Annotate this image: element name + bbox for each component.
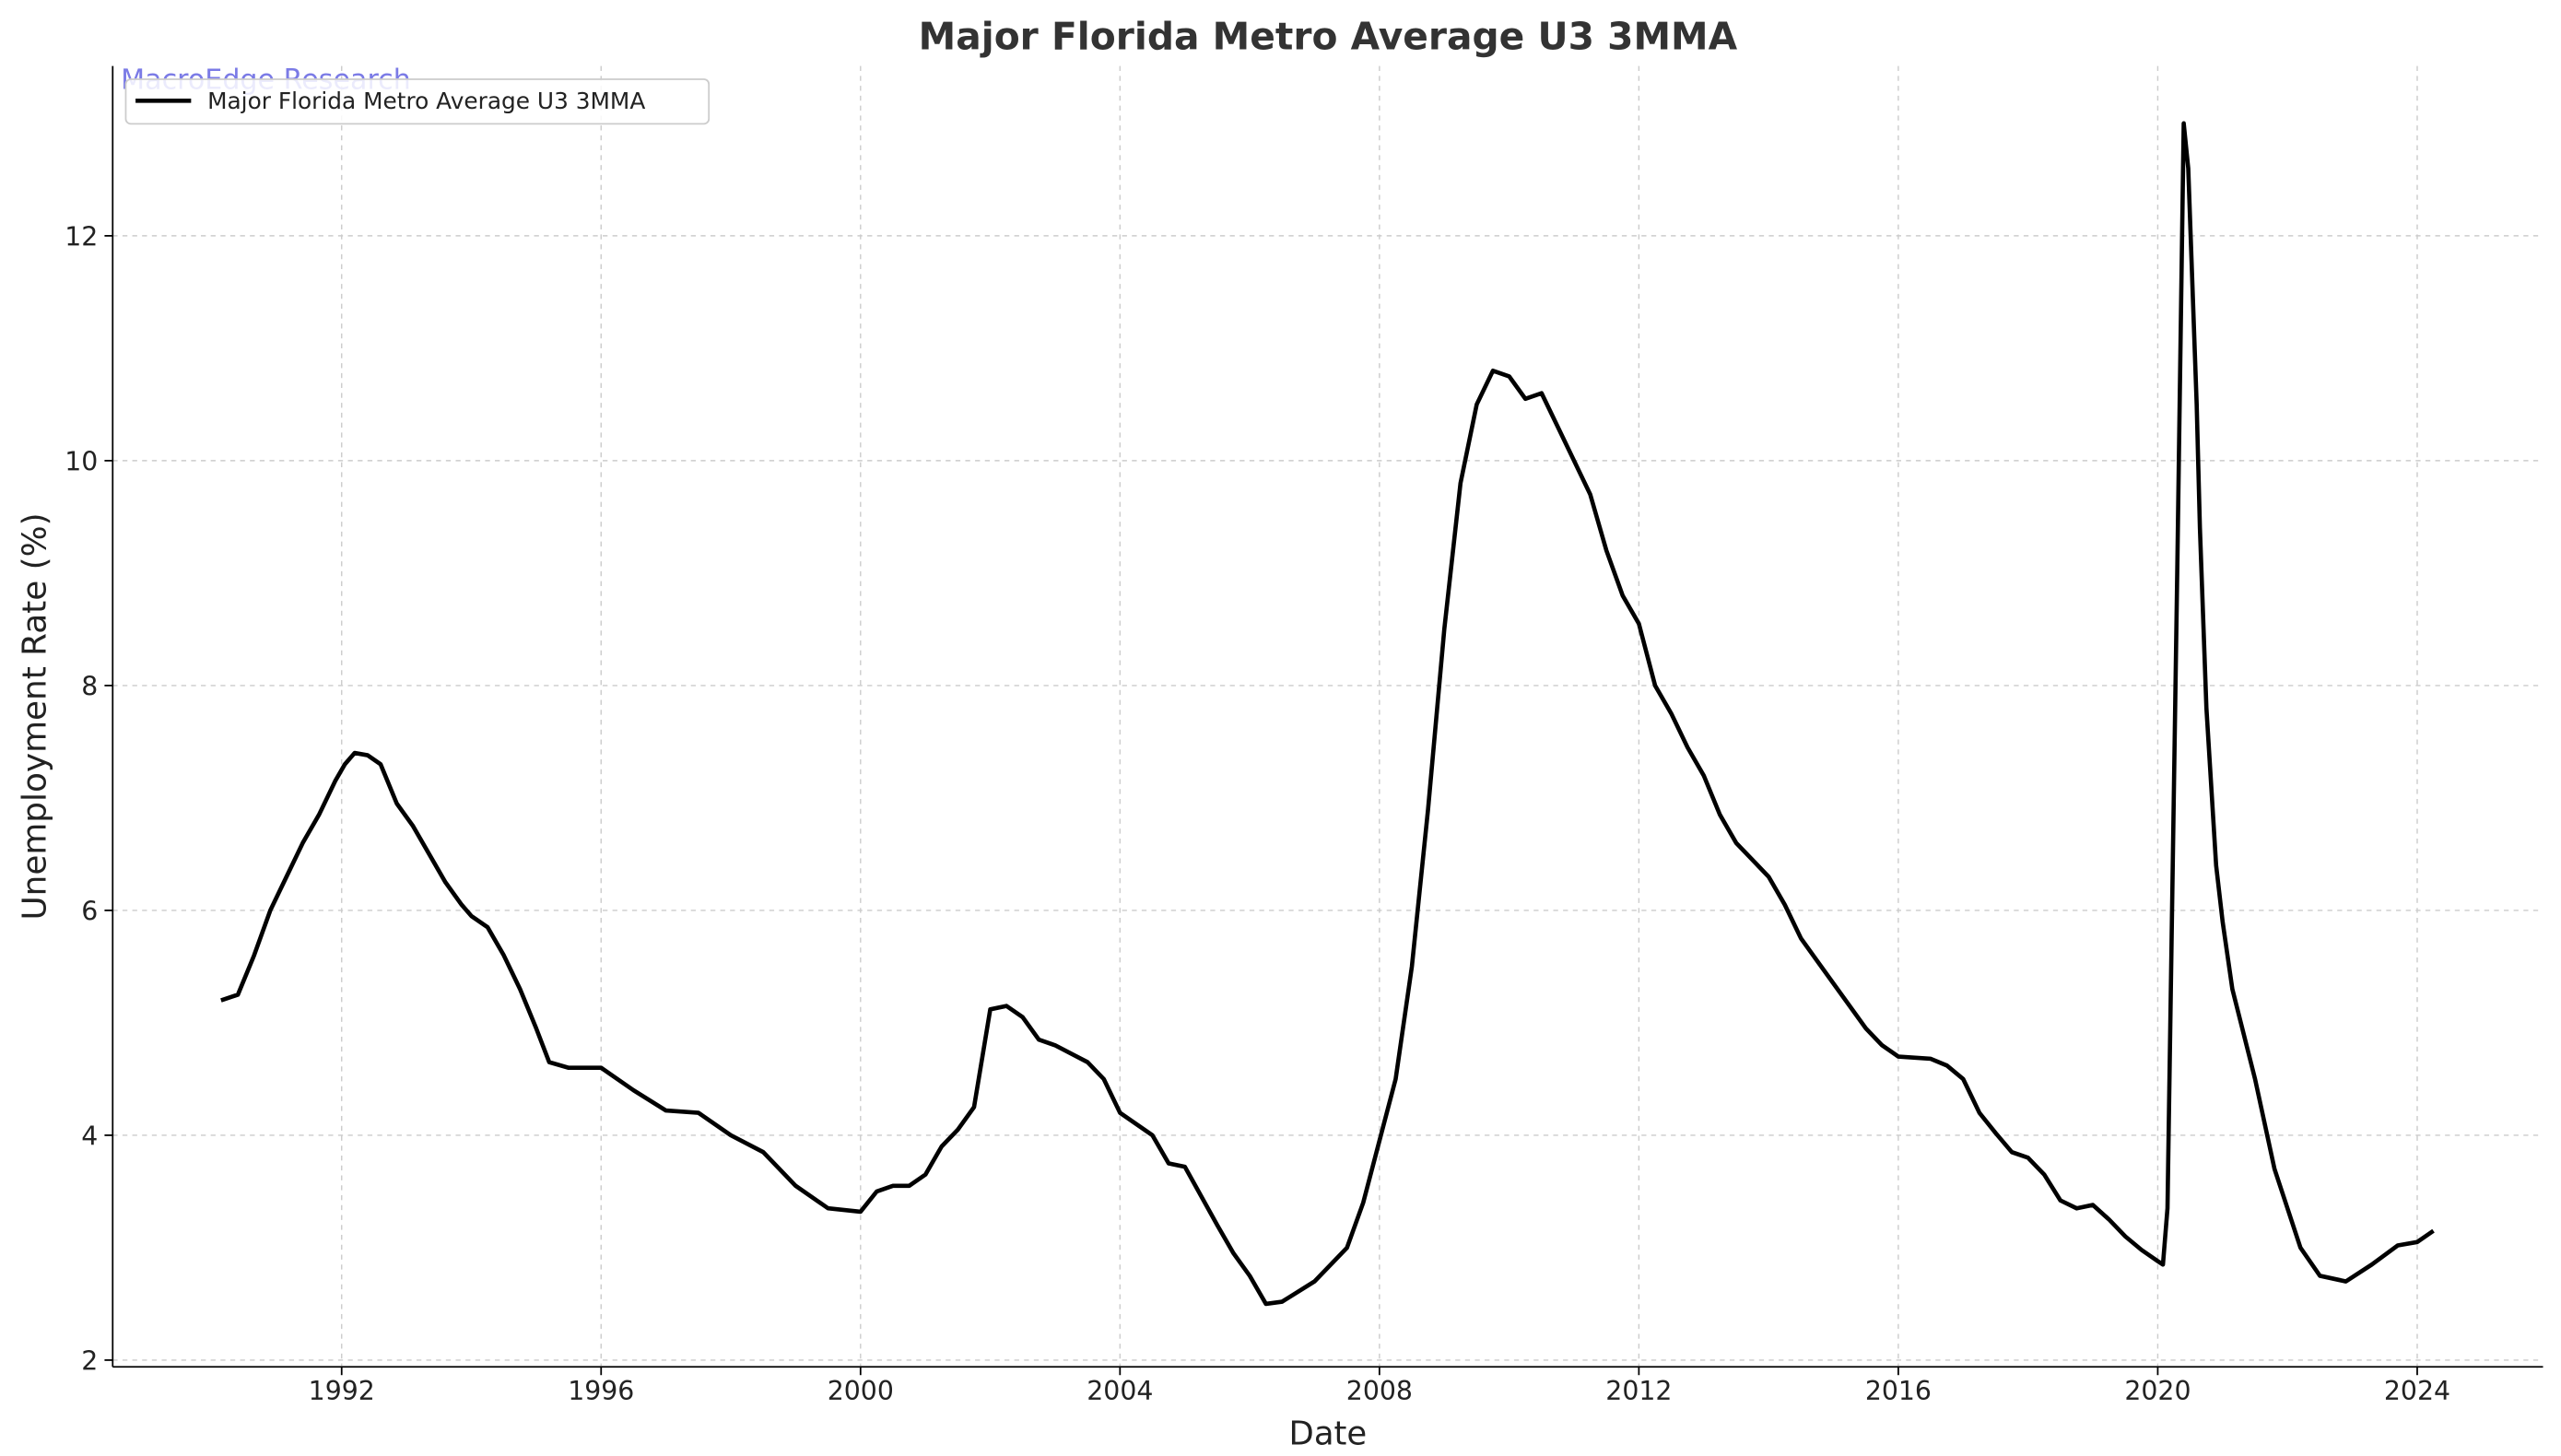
- y-tick-label: 10: [65, 447, 98, 477]
- x-tick-label: 2020: [2124, 1376, 2191, 1406]
- data-line: [220, 121, 2435, 1307]
- x-axis-label: Date: [1289, 1415, 1368, 1452]
- x-tick-label: 1996: [568, 1376, 634, 1406]
- y-tick-label: 6: [81, 897, 98, 927]
- x-tick-label: 2004: [1087, 1376, 1153, 1406]
- chart-title: Major Florida Metro Average U3 3MMA: [919, 15, 1738, 59]
- x-tick-label: 2000: [828, 1376, 894, 1406]
- x-tick-label: 1992: [309, 1376, 375, 1406]
- legend: Major Florida Metro Average U3 3MMA: [124, 78, 711, 125]
- x-tick-label: 2012: [1605, 1376, 1672, 1406]
- y-tick-label: 4: [81, 1121, 98, 1152]
- y-tick-label: 12: [65, 221, 98, 252]
- plot-area: [112, 66, 2543, 1368]
- x-tick-label: 2024: [2384, 1376, 2450, 1406]
- plot: [220, 121, 2435, 1307]
- legend-box: [124, 78, 711, 125]
- legend-label: Major Florida Metro Average U3 3MMA: [207, 88, 645, 114]
- x-tick-label: 2008: [1346, 1376, 1413, 1406]
- x-tick-label: 2016: [1865, 1376, 1932, 1406]
- grid: 1992 1996 2000 2004 2008 2012 2016 2020 2024 2 4 6 8…: [65, 65, 2543, 1406]
- y-tick-label: 2: [81, 1346, 98, 1377]
- y-tick-label: 8: [81, 672, 98, 702]
- y-axis-label: Unemployment Rate (%): [17, 512, 54, 920]
